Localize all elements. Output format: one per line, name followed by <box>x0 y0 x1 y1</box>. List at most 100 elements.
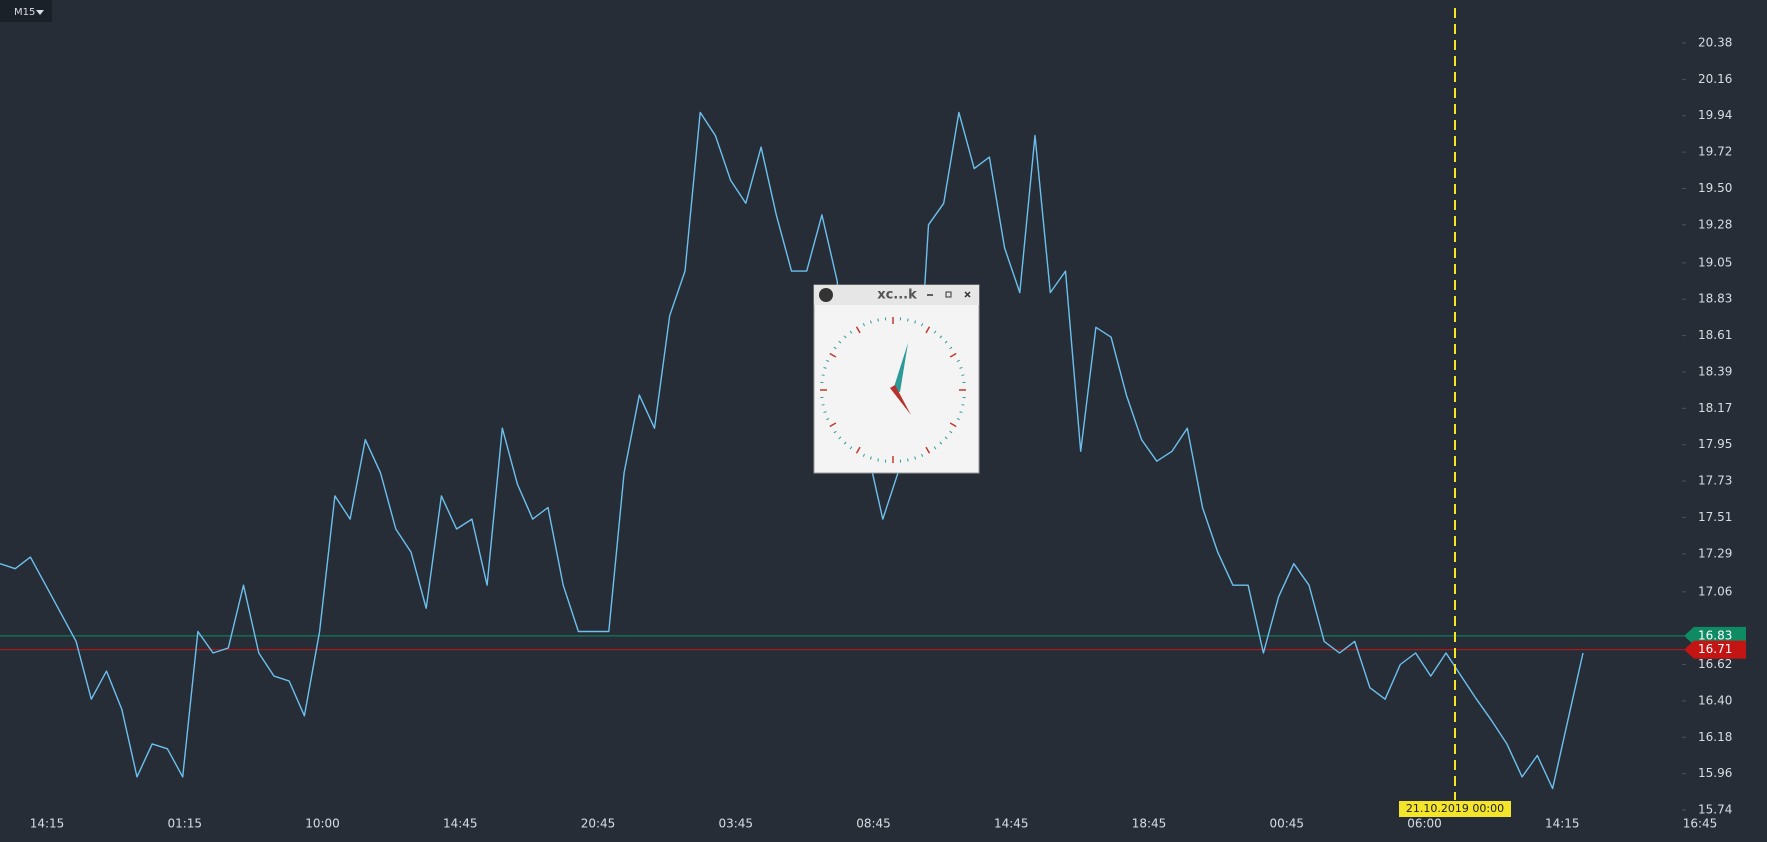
clock-tick <box>949 346 953 350</box>
clock-tick <box>939 441 943 445</box>
price-tag <box>1684 640 1746 659</box>
clock-tick <box>843 441 847 445</box>
crosshair-tag <box>1399 801 1511 817</box>
y-tick-label: 16.18 <box>1698 730 1732 744</box>
clock-tick <box>821 374 825 376</box>
clock-tick <box>933 446 937 450</box>
timeframe-button[interactable] <box>0 0 52 22</box>
clock-tick <box>869 456 872 460</box>
price-line <box>0 111 1584 790</box>
clock-tick <box>855 446 861 454</box>
x-tick-label: 10:00 <box>305 817 340 831</box>
y-tick-label: 19.28 <box>1698 217 1732 231</box>
y-tick-label: 17.51 <box>1698 510 1732 524</box>
clock-dial <box>820 317 966 463</box>
clock-tick <box>961 374 965 376</box>
clock-tick <box>949 430 953 434</box>
clock-tick <box>855 326 861 334</box>
price-tag <box>1684 626 1746 645</box>
clock-tick <box>849 446 853 450</box>
y-tick-label: 20.16 <box>1698 72 1732 86</box>
y-tick-label: 17.73 <box>1698 474 1732 488</box>
clock-hand-long <box>893 343 908 392</box>
price-tag-label: 16.83 <box>1698 628 1732 642</box>
plot: 20.38 20.16 19.94 19.72 19.50 19.28 19.05 18.83… <box>0 8 1746 831</box>
y-tick-label: 19.94 <box>1698 108 1732 122</box>
clock-tick <box>925 446 931 454</box>
clock-tick <box>956 418 960 421</box>
x-tick-label: 18:45 <box>1132 817 1167 831</box>
x-tick-label: 20:45 <box>581 817 616 831</box>
clock-tick <box>821 404 825 406</box>
y-tick-label: 18.61 <box>1698 328 1732 342</box>
clock-tick <box>849 330 853 334</box>
clock-tick <box>956 359 960 362</box>
x-tick-label: 03:45 <box>718 817 753 831</box>
clock-tick <box>959 366 963 369</box>
clock-tick <box>925 326 931 334</box>
clock-tick <box>961 404 965 406</box>
x-tick-label: 08:45 <box>856 817 891 831</box>
clock-tick <box>862 453 865 457</box>
clock-tick <box>921 453 924 457</box>
clock-tick <box>826 359 830 362</box>
clock-tick <box>862 323 865 327</box>
y-tick-label: 17.06 <box>1698 584 1732 598</box>
clock-tick <box>829 352 837 358</box>
x-tick-label: 14:15 <box>30 817 65 831</box>
clock-tick <box>877 458 879 462</box>
y-tick-label: 15.74 <box>1698 803 1732 817</box>
clock-tick <box>838 340 842 344</box>
clock-hand-short <box>890 385 911 415</box>
y-tick-label: 15.96 <box>1698 766 1732 780</box>
close-button[interactable] <box>964 291 971 298</box>
window-icon[interactable] <box>819 288 833 302</box>
clock-tick <box>914 320 917 324</box>
dropdown-arrow[interactable] <box>36 10 44 15</box>
x-tick-label: 06:00 <box>1407 817 1442 831</box>
y-tick-label: 16.40 <box>1698 693 1732 707</box>
y-tick-label: 20.38 <box>1698 36 1732 50</box>
clock-tick <box>823 411 827 414</box>
clock-tick <box>907 318 909 322</box>
clock-tick <box>907 458 909 462</box>
clock-tick <box>914 456 917 460</box>
clock-tick <box>833 430 837 434</box>
x-tick-label: 14:45 <box>994 817 1029 831</box>
y-tick-label: 18.83 <box>1698 292 1732 306</box>
y-tick-label: 18.17 <box>1698 401 1732 415</box>
clock-window: xc...k <box>813 284 980 474</box>
y-tick-label: 19.50 <box>1698 181 1732 195</box>
clock-tick <box>944 436 948 440</box>
y-tick-label: 16.62 <box>1698 657 1732 671</box>
window-title: xc...k <box>877 288 917 303</box>
clock-tick <box>921 323 924 327</box>
x-tick-label: 00:45 <box>1269 817 1304 831</box>
x-tick-label: 01:15 <box>167 817 202 831</box>
clock-tick <box>869 320 872 324</box>
clock-tick <box>838 436 842 440</box>
y-tick-label: 19.05 <box>1698 255 1732 269</box>
clock-tick <box>877 318 879 322</box>
x-tick-label: 16:45 <box>1683 817 1718 831</box>
clock-tick <box>949 422 957 428</box>
y-tick-label: 17.29 <box>1698 546 1732 560</box>
clock-tick <box>829 422 837 428</box>
timeframe-label[interactable]: M15 <box>14 7 35 18</box>
window-frame <box>813 284 980 474</box>
clock-tick <box>944 340 948 344</box>
clock-tick <box>933 330 937 334</box>
y-tick-label: 19.72 <box>1698 145 1732 159</box>
crosshair-label: 21.10.2019 00:00 <box>1406 802 1504 815</box>
clock-tick <box>949 352 957 358</box>
clock-tick <box>843 335 847 339</box>
price-tag-label: 16.71 <box>1698 642 1732 656</box>
clock-tick <box>833 346 837 350</box>
maximize-button[interactable] <box>945 291 952 298</box>
clock-tick <box>959 411 963 414</box>
x-tick-label: 14:15 <box>1545 817 1580 831</box>
y-tick-label: 18.39 <box>1698 364 1732 378</box>
clock-tick <box>939 335 943 339</box>
